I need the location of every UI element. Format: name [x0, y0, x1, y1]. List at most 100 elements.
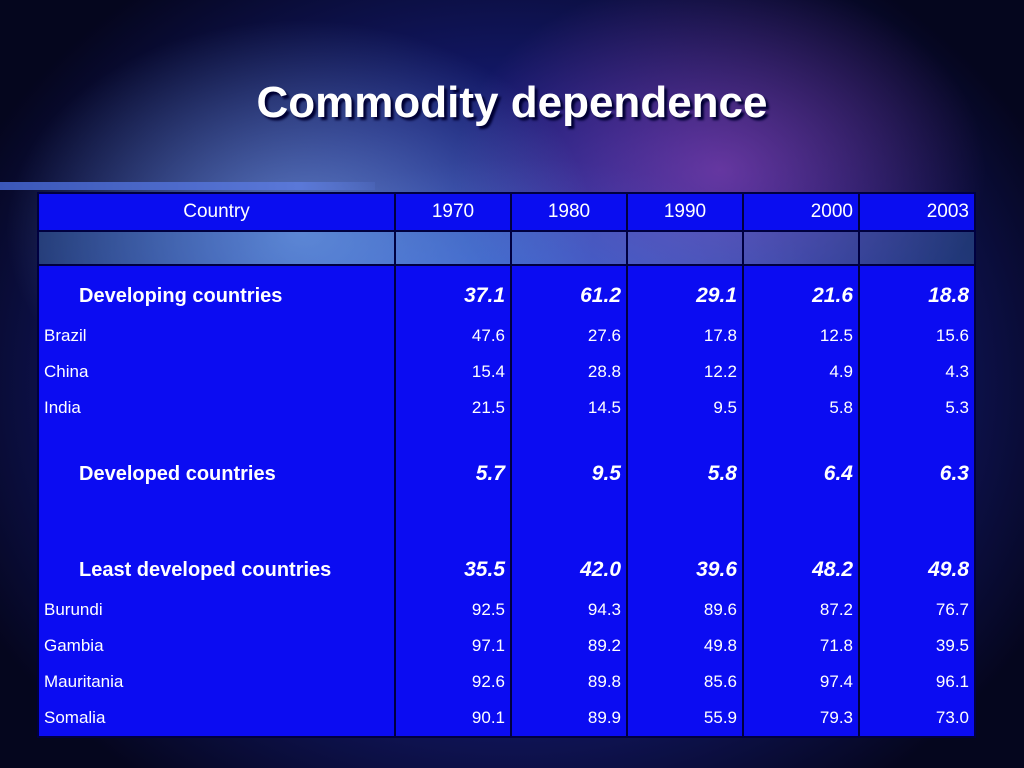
spacer-cell	[626, 522, 744, 548]
value-cell: 39.6	[626, 548, 744, 592]
value-cell: 14.5	[510, 390, 628, 426]
spacer-cell	[858, 426, 976, 452]
column-header-1980: 1980	[510, 192, 628, 232]
header-row: Country 1970 1980 1990 2000 2003	[37, 192, 976, 232]
country-row: China 15.4 28.8 12.2 4.9 4.3	[37, 354, 976, 390]
value-cell: 89.9	[510, 700, 628, 738]
column-header-2000: 2000	[742, 192, 860, 232]
value-cell: 27.6	[510, 318, 628, 354]
spacer-cell	[626, 426, 744, 452]
value-cell: 42.0	[510, 548, 628, 592]
row-label: Somalia	[37, 700, 396, 738]
value-cell: 73.0	[858, 700, 976, 738]
value-cell: 9.5	[626, 390, 744, 426]
value-cell: 28.8	[510, 354, 628, 390]
value-cell: 15.6	[858, 318, 976, 354]
spacer-cell	[37, 522, 396, 548]
spacer-row	[37, 496, 976, 522]
value-cell: 37.1	[394, 265, 512, 318]
spacer-cell	[37, 496, 396, 522]
row-label: Developed countries	[37, 452, 396, 496]
value-cell: 94.3	[510, 592, 628, 628]
value-cell: 12.2	[626, 354, 744, 390]
value-cell: 85.6	[626, 664, 744, 700]
spacer-cell	[394, 496, 512, 522]
spacer-cell	[510, 496, 628, 522]
value-cell: 18.8	[858, 265, 976, 318]
blank-cell	[858, 230, 976, 266]
value-cell: 76.7	[858, 592, 976, 628]
value-cell: 21.6	[742, 265, 860, 318]
spacer-cell	[510, 522, 628, 548]
spacer-cell	[858, 496, 976, 522]
value-cell: 15.4	[394, 354, 512, 390]
value-cell: 92.5	[394, 592, 512, 628]
table-body: Developing countries 37.1 61.2 29.1 21.6 18.8…	[37, 265, 976, 738]
spacer-cell	[510, 426, 628, 452]
spacer-cell	[742, 522, 860, 548]
value-cell: 48.2	[742, 548, 860, 592]
value-cell: 97.4	[742, 664, 860, 700]
row-label: Mauritania	[37, 664, 396, 700]
commodity-table: Country 1970 1980 1990 2000 2003 Develop…	[37, 192, 976, 738]
country-row: Somalia 90.1 89.9 55.9 79.3 73.0	[37, 700, 976, 738]
value-cell: 9.5	[510, 452, 628, 496]
blank-cell	[510, 230, 628, 266]
value-cell: 17.8	[626, 318, 744, 354]
blank-row	[37, 230, 976, 266]
value-cell: 49.8	[858, 548, 976, 592]
column-header-2003: 2003	[858, 192, 976, 232]
value-cell: 5.8	[742, 390, 860, 426]
group-row: Least developed countries 35.5 42.0 39.6 48.…	[37, 548, 976, 592]
value-cell: 55.9	[626, 700, 744, 738]
decorative-bar	[0, 182, 375, 190]
country-row: Brazil 47.6 27.6 17.8 12.5 15.6	[37, 318, 976, 354]
country-row: Gambia 97.1 89.2 49.8 71.8 39.5	[37, 628, 976, 664]
value-cell: 12.5	[742, 318, 860, 354]
value-cell: 5.3	[858, 390, 976, 426]
value-cell: 21.5	[394, 390, 512, 426]
value-cell: 92.6	[394, 664, 512, 700]
value-cell: 4.9	[742, 354, 860, 390]
value-cell: 29.1	[626, 265, 744, 318]
value-cell: 89.8	[510, 664, 628, 700]
blank-cell	[37, 230, 396, 266]
column-header-1990: 1990	[626, 192, 744, 232]
spacer-cell	[394, 522, 512, 548]
row-label: China	[37, 354, 396, 390]
spacer-cell	[742, 426, 860, 452]
row-label: Burundi	[37, 592, 396, 628]
value-cell: 97.1	[394, 628, 512, 664]
spacer-cell	[858, 522, 976, 548]
value-cell: 4.3	[858, 354, 976, 390]
value-cell: 89.6	[626, 592, 744, 628]
column-header-1970: 1970	[394, 192, 512, 232]
group-row: Developed countries 5.7 9.5 5.8 6.4 6.3	[37, 452, 976, 496]
blank-cell	[742, 230, 860, 266]
spacer-cell	[394, 426, 512, 452]
group-row: Developing countries 37.1 61.2 29.1 21.6 18.8	[37, 265, 976, 318]
country-row: Mauritania 92.6 89.8 85.6 97.4 96.1	[37, 664, 976, 700]
value-cell: 89.2	[510, 628, 628, 664]
row-label: Least developed countries	[37, 548, 396, 592]
row-label: Developing countries	[37, 265, 396, 318]
value-cell: 35.5	[394, 548, 512, 592]
blank-cell	[626, 230, 744, 266]
value-cell: 6.3	[858, 452, 976, 496]
value-cell: 49.8	[626, 628, 744, 664]
country-row: India 21.5 14.5 9.5 5.8 5.3	[37, 390, 976, 426]
spacer-cell	[37, 426, 396, 452]
value-cell: 39.5	[858, 628, 976, 664]
slide-title: Commodity dependence	[256, 78, 768, 127]
value-cell: 6.4	[742, 452, 860, 496]
spacer-row	[37, 426, 976, 452]
spacer-row	[37, 522, 976, 548]
spacer-cell	[742, 496, 860, 522]
row-label: Brazil	[37, 318, 396, 354]
value-cell: 5.8	[626, 452, 744, 496]
blank-cell	[394, 230, 512, 266]
spacer-cell	[626, 496, 744, 522]
value-cell: 96.1	[858, 664, 976, 700]
country-row: Burundi 92.5 94.3 89.6 87.2 76.7	[37, 592, 976, 628]
value-cell: 61.2	[510, 265, 628, 318]
